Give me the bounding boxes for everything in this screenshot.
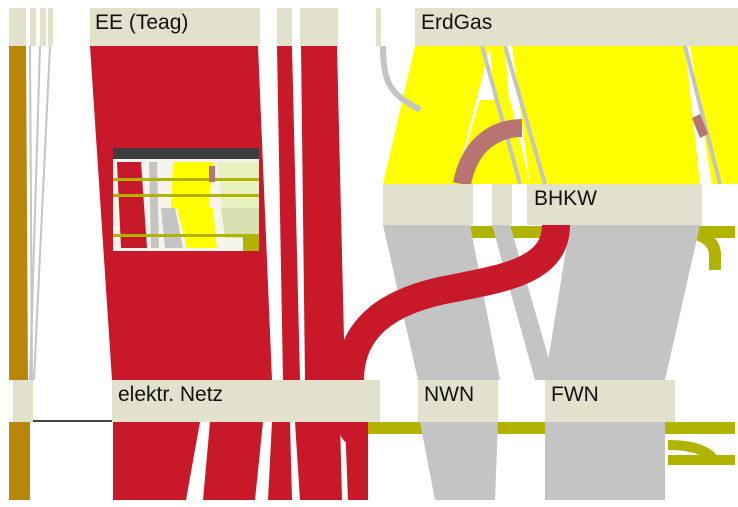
node-left-d bbox=[48, 8, 53, 46]
flow-hotwater-right bbox=[692, 114, 708, 138]
thumbnail-title-bar bbox=[113, 148, 259, 159]
flow-heat-thin-a bbox=[480, 45, 522, 185]
flow-oil-left bbox=[9, 46, 28, 380]
node-elektr-netz[interactable] bbox=[112, 380, 380, 422]
flow-red-strip-b bbox=[301, 46, 345, 380]
node-col-c bbox=[376, 8, 381, 46]
flow-red-strip-a bbox=[277, 46, 300, 380]
flow-gas-right bbox=[690, 46, 738, 184]
node-col-a bbox=[277, 8, 292, 46]
node-left-c bbox=[40, 8, 46, 46]
flow-heat-thin-b bbox=[503, 45, 547, 185]
node-col-b bbox=[300, 8, 338, 46]
label-nwn: NWN bbox=[424, 383, 475, 406]
flow-heat-curve bbox=[380, 45, 422, 113]
flow-fwn-out bbox=[545, 422, 665, 500]
node-nwn[interactable] bbox=[418, 380, 498, 422]
flow-bhkw-to-netz bbox=[336, 223, 570, 400]
flow-heat-thin-c bbox=[683, 45, 722, 185]
flow-gas-main bbox=[383, 46, 490, 184]
node-left-a bbox=[9, 8, 26, 46]
flow-gas-mid bbox=[512, 46, 700, 184]
label-bhkw: BHKW bbox=[534, 187, 597, 210]
node-bhkw-a bbox=[383, 184, 473, 225]
flow-netz-out-b bbox=[203, 422, 263, 500]
node-left-b bbox=[30, 8, 36, 46]
label-erdgas: ErdGas bbox=[421, 11, 493, 34]
flow-thin-left-b bbox=[29, 45, 41, 381]
flow-netz-out-a bbox=[113, 422, 200, 500]
node-bhkw-b bbox=[492, 184, 512, 225]
node-bhkw[interactable] bbox=[527, 184, 702, 225]
flow-nwn-out bbox=[420, 422, 498, 500]
flow-netz-out-d bbox=[295, 422, 342, 500]
flow-netz-loop-lower bbox=[338, 421, 369, 447]
node-ee-teag[interactable] bbox=[90, 8, 260, 46]
node-left-mid bbox=[13, 380, 33, 422]
flow-hotwater-arc bbox=[453, 119, 523, 187]
label-ee-teag: EE (Teag) bbox=[95, 11, 189, 34]
node-erdgas[interactable] bbox=[415, 8, 738, 46]
flow-oil-left-bottom bbox=[9, 422, 30, 500]
label-fwn: FWN bbox=[551, 383, 599, 406]
flow-thin-left-c bbox=[33, 45, 51, 381]
flow-bhkw-to-fwn bbox=[545, 225, 700, 380]
flow-netz-out-c bbox=[268, 422, 292, 500]
thumbnail-graphic bbox=[113, 159, 259, 251]
label-elektr-netz: elektr. Netz bbox=[118, 383, 224, 406]
diagram-preview-thumbnail[interactable] bbox=[113, 148, 259, 251]
node-fwn[interactable] bbox=[545, 380, 675, 422]
flow-storage-tube-lower bbox=[667, 440, 735, 466]
